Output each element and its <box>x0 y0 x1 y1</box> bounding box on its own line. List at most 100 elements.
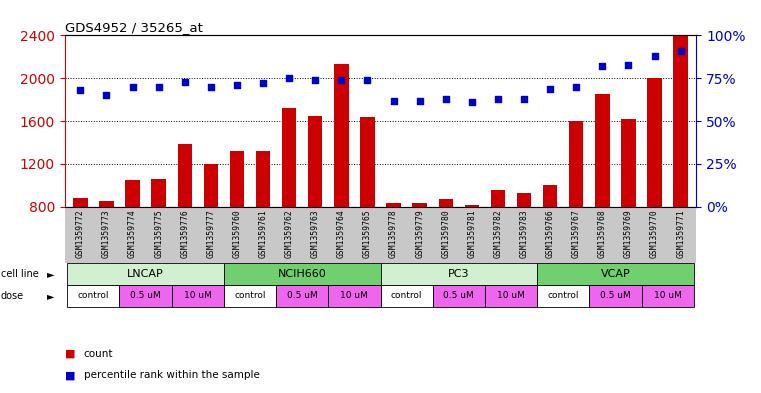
Bar <box>119 285 172 307</box>
Bar <box>328 285 380 307</box>
Point <box>309 77 321 83</box>
Bar <box>433 285 485 307</box>
Text: GSM1359767: GSM1359767 <box>572 209 581 258</box>
Text: GSM1359778: GSM1359778 <box>389 209 398 258</box>
Text: ■: ■ <box>65 349 75 359</box>
Text: GSM1359763: GSM1359763 <box>310 209 320 258</box>
Point <box>283 75 295 81</box>
Point <box>179 79 191 85</box>
Text: GSM1359765: GSM1359765 <box>363 209 372 258</box>
Bar <box>172 285 224 307</box>
Bar <box>360 117 374 207</box>
Point <box>622 61 635 68</box>
Text: 10 uM: 10 uM <box>497 291 525 300</box>
Point <box>440 95 452 102</box>
Bar <box>621 119 635 207</box>
Text: 0.5 uM: 0.5 uM <box>130 291 161 300</box>
Bar <box>282 108 296 207</box>
Point <box>75 87 87 94</box>
Point <box>100 92 113 99</box>
Bar <box>537 285 589 307</box>
Text: 10 uM: 10 uM <box>654 291 682 300</box>
Point <box>518 95 530 102</box>
Point <box>231 82 243 88</box>
Bar <box>648 78 662 207</box>
Point <box>466 99 478 105</box>
Point <box>492 95 504 102</box>
Text: percentile rank within the sample: percentile rank within the sample <box>84 370 260 380</box>
Point <box>152 84 164 90</box>
Text: 0.5 uM: 0.5 uM <box>444 291 474 300</box>
Text: ►: ► <box>47 291 55 301</box>
Point <box>544 85 556 92</box>
Bar <box>67 263 224 285</box>
Bar <box>99 202 113 207</box>
Bar <box>380 263 537 285</box>
Point <box>648 53 661 59</box>
Bar <box>589 285 642 307</box>
Text: ■: ■ <box>65 370 75 380</box>
Bar <box>569 121 584 207</box>
Bar <box>126 180 140 207</box>
Text: GSM1359766: GSM1359766 <box>546 209 555 258</box>
Bar <box>537 263 694 285</box>
Point <box>205 84 217 90</box>
Point <box>570 84 582 90</box>
Bar <box>276 285 328 307</box>
Text: GSM1359781: GSM1359781 <box>467 209 476 258</box>
Text: LNCAP: LNCAP <box>127 269 164 279</box>
Text: GSM1359773: GSM1359773 <box>102 209 111 258</box>
Bar <box>465 205 479 207</box>
Point <box>387 97 400 104</box>
Bar <box>230 151 244 207</box>
Bar <box>491 190 505 207</box>
Text: GDS4952 / 35265_at: GDS4952 / 35265_at <box>65 21 202 34</box>
Text: GSM1359768: GSM1359768 <box>598 209 607 258</box>
Text: 0.5 uM: 0.5 uM <box>287 291 317 300</box>
Text: GSM1359774: GSM1359774 <box>128 209 137 258</box>
Point <box>126 84 139 90</box>
Bar <box>224 285 276 307</box>
Bar <box>177 143 192 207</box>
Text: control: control <box>391 291 422 300</box>
Bar <box>256 151 270 207</box>
Point <box>257 80 269 86</box>
Text: PC3: PC3 <box>448 269 470 279</box>
Bar <box>151 179 166 207</box>
Text: GSM1359775: GSM1359775 <box>154 209 163 258</box>
Text: GSM1359772: GSM1359772 <box>76 209 84 258</box>
Bar <box>485 285 537 307</box>
Text: count: count <box>84 349 113 359</box>
Point <box>361 77 374 83</box>
Bar <box>380 285 433 307</box>
Text: 10 uM: 10 uM <box>340 291 368 300</box>
Bar <box>204 164 218 207</box>
Bar <box>224 263 380 285</box>
Text: GSM1359769: GSM1359769 <box>624 209 633 258</box>
Text: GSM1359782: GSM1359782 <box>493 209 502 258</box>
Text: GSM1359770: GSM1359770 <box>650 209 659 258</box>
Bar <box>595 94 610 207</box>
Text: GSM1359760: GSM1359760 <box>232 209 241 258</box>
Text: control: control <box>234 291 266 300</box>
Text: control: control <box>78 291 109 300</box>
Text: GSM1359777: GSM1359777 <box>206 209 215 258</box>
Text: VCAP: VCAP <box>600 269 630 279</box>
Bar <box>73 198 88 207</box>
Text: ►: ► <box>47 269 55 279</box>
Text: control: control <box>547 291 579 300</box>
Text: GSM1359761: GSM1359761 <box>259 209 268 258</box>
Text: 0.5 uM: 0.5 uM <box>600 291 631 300</box>
Text: NCIH660: NCIH660 <box>278 269 326 279</box>
Bar <box>438 199 453 207</box>
Text: GSM1359771: GSM1359771 <box>677 209 685 258</box>
Bar <box>308 116 323 207</box>
Point <box>413 97 425 104</box>
Point <box>336 77 348 83</box>
Bar <box>673 35 688 207</box>
Bar <box>543 185 557 207</box>
Text: GSM1359776: GSM1359776 <box>180 209 189 258</box>
Bar <box>517 193 531 207</box>
Text: cell line: cell line <box>1 269 39 279</box>
Point <box>674 48 686 54</box>
